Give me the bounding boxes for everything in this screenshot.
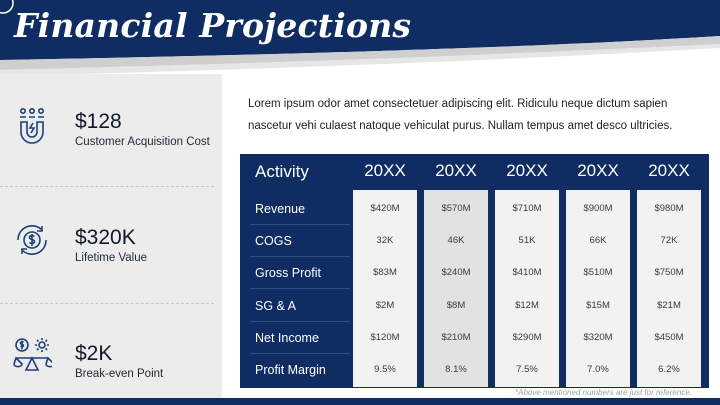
row-label-cogs: COGS [255,234,292,248]
year-header: 20XX [648,161,690,180]
dollar-cycle-icon [17,225,47,255]
year-header: 20XX [577,161,619,180]
table-cell: 6.2% [658,364,680,375]
kpi-value: $2K [75,342,113,365]
table-cell: $12M [515,300,539,311]
table-cell: $710M [512,203,542,214]
intro-paragraph: Lorem ipsum odor amet consectetuer adipi… [248,98,673,132]
table-cell: 7.5% [516,364,538,375]
year-column-body: $570M 46K $240M $8M $210M 8.1% [424,190,488,387]
year-header: 20XX [364,161,406,180]
projection-table: Activity Revenue COGS Gross Profit SG & … [240,154,709,388]
kpi-label: Break-even Point [75,368,164,380]
row-separator [250,288,350,289]
year-column: 20XX $710M 51K $410M $12M $290M 7.5% [495,154,559,388]
year-column-body: $710M 51K $410M $12M $290M 7.5% [495,190,559,387]
row-label-sga: SG & A [255,299,296,313]
table-cell: $410M [512,267,542,278]
kpi-label: Lifetime Value [75,252,148,264]
row-label-net-income: Net Income [255,331,319,345]
year-column: 20XX $900M 66K $510M $15M $320M 7.0% [566,154,630,388]
kpi-panel: $128 Customer Acquisition Cost $320K Lif… [0,74,222,405]
table-cell: 8.1% [445,364,467,375]
kpi-customer-acquisition: $128 Customer Acquisition Cost [0,74,222,174]
kpi-break-even: $2K Break-even Point [0,306,222,405]
table-cell: $450M [654,332,684,343]
kpi-value: $128 [75,110,122,133]
table-cell: $420M [370,203,400,214]
magnet-users-icon [20,107,44,144]
kpi-lifetime-value: $320K Lifetime Value [0,190,222,290]
row-separator [250,256,350,257]
table-cell: $320M [583,332,613,343]
kpi-label: Customer Acquisition Cost [75,136,210,148]
table-cell: 7.0% [587,364,609,375]
kpi-divider [0,186,214,187]
year-column-body: $900M 66K $510M $15M $320M 7.0% [566,190,630,387]
header-banner: Financial Projections [0,0,720,78]
table-cell: 46K [447,235,465,246]
table-cell: 51K [518,235,536,246]
row-label-gross-profit: Gross Profit [255,266,321,280]
table-cell: $750M [654,267,684,278]
year-header: 20XX [506,161,548,180]
table-header-activity: Activity [255,162,309,181]
table-cell: $510M [583,267,613,278]
year-column: 20XX $420M 32K $83M $2M $120M 9.5% [353,154,417,388]
table-cell: 72K [660,235,678,246]
table-cell: $2M [375,300,395,311]
footnote: *Above mentioned numbers are just for re… [515,388,692,397]
table-cell: $900M [583,203,613,214]
table-cell: $980M [654,203,684,214]
table-cell: 32K [376,235,394,246]
table-cell: $120M [370,332,400,343]
table-cell: $8M [446,300,466,311]
table-cell: $290M [512,332,542,343]
table-cell: $83M [373,267,397,278]
row-separator [250,321,350,322]
row-separator [250,353,350,354]
table-cell: 9.5% [374,364,396,375]
balance-scale-icon [13,338,52,371]
kpi-divider [0,303,214,304]
page-title: Financial Projections [14,6,412,45]
year-column: 20XX $570M 46K $240M $8M $210M 8.1% [424,154,488,388]
year-column-body: $980M 72K $750M $21M $450M 6.2% [637,190,701,387]
bottom-bar [0,398,720,405]
year-header: 20XX [435,161,477,180]
table-cell: $570M [441,203,471,214]
row-label-revenue: Revenue [255,202,306,216]
row-label-profit-margin: Profit Margin [255,363,326,377]
table-cell: $21M [657,300,681,311]
table-cell: $15M [586,300,610,311]
year-column: 20XX $980M 72K $750M $21M $450M 6.2% [637,154,701,388]
table-cell: $240M [441,267,471,278]
row-separator [250,224,350,225]
table-cell: 66K [589,235,607,246]
header-wave [0,0,720,76]
year-column-body: $420M 32K $83M $2M $120M 9.5% [353,190,417,387]
kpi-value: $320K [75,226,136,249]
table-cell: $210M [441,332,471,343]
